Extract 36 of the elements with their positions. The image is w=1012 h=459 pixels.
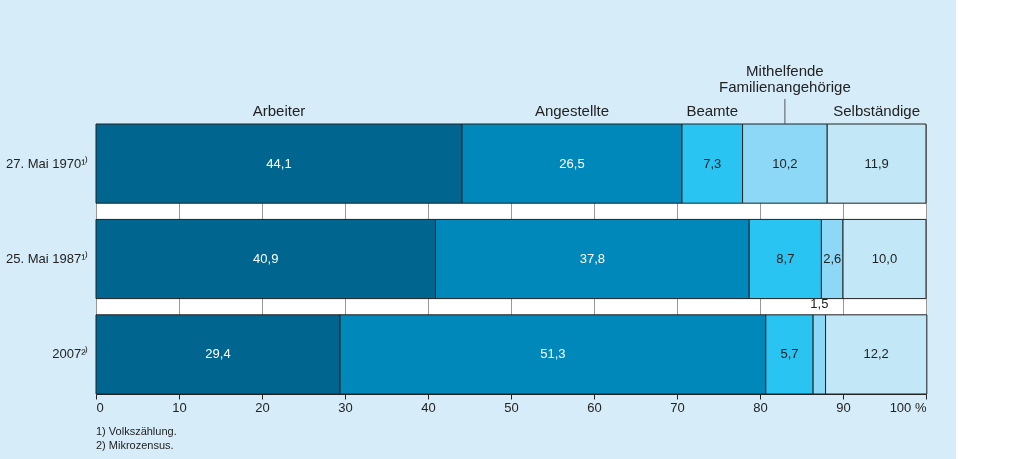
x-tick-label: 90 xyxy=(836,399,851,415)
data-label: 10,2 xyxy=(772,155,798,171)
text: 2) Mikrozensus. xyxy=(96,439,174,451)
data-label: 10,0 xyxy=(871,251,898,266)
x-tick-label: 40 xyxy=(421,399,436,415)
x-tick-label: 100 % xyxy=(889,399,927,415)
series-label: Arbeiter xyxy=(252,102,306,119)
series-label: Angestellte xyxy=(534,102,610,119)
data-label: 5,7 xyxy=(780,346,799,362)
x-tick-label: 10 xyxy=(172,399,187,415)
data-label: 29,4 xyxy=(205,346,231,362)
data-label: 12,2 xyxy=(863,346,889,362)
text: Mithelfende Familienangehörige xyxy=(719,62,851,95)
data-label: 40,9 xyxy=(253,251,279,266)
data-label: 7,3 xyxy=(703,155,722,171)
x-tick-label: 0 xyxy=(96,399,104,415)
text: 1) Volkszählung. xyxy=(96,425,177,437)
data-label: 26,5 xyxy=(559,155,585,171)
data-label: 51,3 xyxy=(540,346,566,362)
x-tick-label: 20 xyxy=(255,399,270,415)
data-label: 8,7 xyxy=(776,251,795,266)
data-label: 11,9 xyxy=(864,155,889,171)
y-tick-label: 27. Mai 1970¹⁾ xyxy=(6,155,89,171)
y-tick-label: 2007²⁾ xyxy=(52,346,89,362)
data-label: 44,1 xyxy=(266,155,292,171)
data-label: 1,5 xyxy=(810,296,829,312)
series-label: Selbständige xyxy=(833,102,920,119)
x-tick-label: 50 xyxy=(504,399,519,415)
data-label: 37,8 xyxy=(579,251,605,266)
x-tick-label: 30 xyxy=(338,399,353,415)
x-tick-label: 70 xyxy=(670,399,685,415)
x-tick-label: 80 xyxy=(753,399,768,415)
y-tick-label: 25. Mai 1987¹⁾ xyxy=(6,251,89,266)
x-tick-label: 60 xyxy=(587,399,602,415)
series-label: Beamte xyxy=(686,102,739,119)
data-label: 2,6 xyxy=(823,251,842,266)
